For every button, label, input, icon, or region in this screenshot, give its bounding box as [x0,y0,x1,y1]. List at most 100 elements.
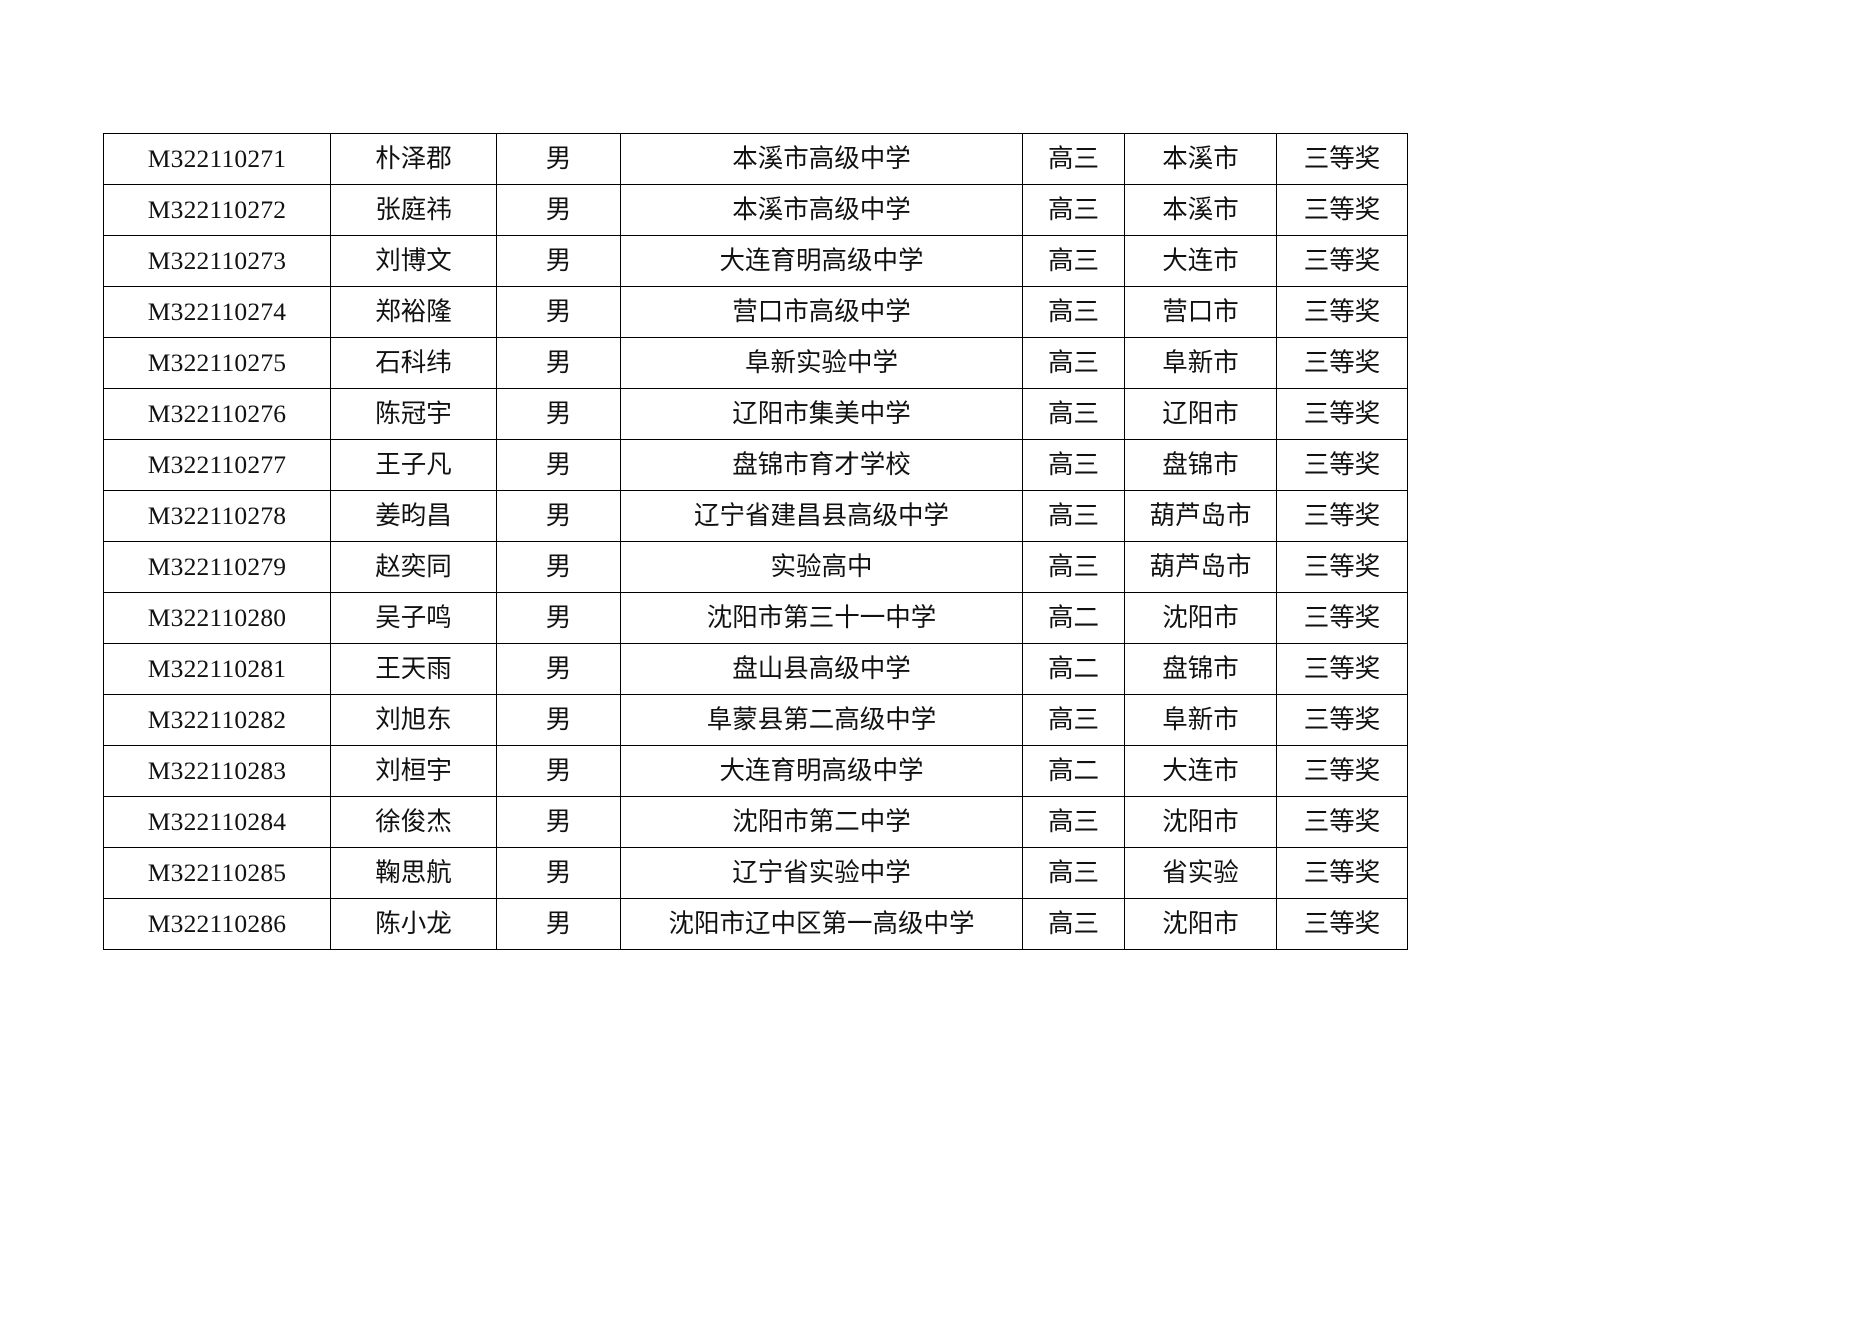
cell-student-name: 陈冠宇 [330,388,497,440]
cell-city: 阜新市 [1124,694,1277,746]
cell-gender: 男 [496,388,621,440]
cell-exam-id: M322110276 [103,388,331,440]
cell-grade: 高三 [1022,286,1125,338]
cell-exam-id: M322110273 [103,235,331,287]
cell-award: 三等奖 [1276,439,1408,491]
cell-award: 三等奖 [1276,337,1408,389]
cell-gender: 男 [496,796,621,848]
cell-exam-id: M322110286 [103,898,331,950]
cell-exam-id: M322110285 [103,847,331,899]
table-row: M322110278 姜昀昌男辽宁省建昌县高级中学 高三 葫芦岛市 三等奖 [103,490,1408,542]
cell-student-name: 石科纬 [330,337,497,389]
cell-gender: 男 [496,592,621,644]
cell-award: 三等奖 [1276,643,1408,695]
cell-school: 营口市高级中学 [620,286,1023,338]
table-row: M322110277 王子凡男盘锦市育才学校 高三 盘锦市 三等奖 [103,439,1408,491]
cell-award: 三等奖 [1276,133,1408,185]
table-row: M322110286 陈小龙男沈阳市辽中区第一高级中学 高三 沈阳市 三等奖 [103,898,1408,950]
cell-award: 三等奖 [1276,490,1408,542]
cell-gender: 男 [496,643,621,695]
cell-city: 大连市 [1124,235,1277,287]
cell-exam-id: M322110275 [103,337,331,389]
cell-city: 葫芦岛市 [1124,490,1277,542]
cell-student-name: 郑裕隆 [330,286,497,338]
cell-school: 大连育明高级中学 [620,745,1023,797]
cell-grade: 高三 [1022,184,1125,236]
table-row: M322110282 刘旭东男阜蒙县第二高级中学 高三 阜新市 三等奖 [103,694,1408,746]
cell-city: 沈阳市 [1124,796,1277,848]
cell-exam-id: M322110280 [103,592,331,644]
cell-gender: 男 [496,439,621,491]
cell-city: 大连市 [1124,745,1277,797]
table-row: M322110276 陈冠宇男辽阳市集美中学 高三 辽阳市 三等奖 [103,388,1408,440]
cell-school: 沈阳市辽中区第一高级中学 [620,898,1023,950]
cell-exam-id: M322110278 [103,490,331,542]
cell-student-name: 刘旭东 [330,694,497,746]
cell-school: 大连育明高级中学 [620,235,1023,287]
cell-gender: 男 [496,337,621,389]
cell-exam-id: M322110272 [103,184,331,236]
table-row: M322110283 刘桓宇男大连育明高级中学 高二 大连市 三等奖 [103,745,1408,797]
cell-city: 盘锦市 [1124,643,1277,695]
cell-award: 三等奖 [1276,796,1408,848]
cell-city: 阜新市 [1124,337,1277,389]
cell-award: 三等奖 [1276,847,1408,899]
cell-student-name: 姜昀昌 [330,490,497,542]
cell-award: 三等奖 [1276,286,1408,338]
cell-school: 盘山县高级中学 [620,643,1023,695]
cell-gender: 男 [496,490,621,542]
cell-grade: 高二 [1022,643,1125,695]
table-row: M322110271 朴泽郡男本溪市高级中学 高三 本溪市 三等奖 [103,133,1408,185]
cell-exam-id: M322110277 [103,439,331,491]
cell-school: 辽宁省实验中学 [620,847,1023,899]
cell-grade: 高三 [1022,796,1125,848]
cell-city: 沈阳市 [1124,592,1277,644]
cell-city: 本溪市 [1124,184,1277,236]
cell-gender: 男 [496,235,621,287]
cell-city: 沈阳市 [1124,898,1277,950]
table-row: M322110275 石科纬男阜新实验中学 高三 阜新市 三等奖 [103,337,1408,389]
table-row: M322110284 徐俊杰男沈阳市第二中学 高三 沈阳市 三等奖 [103,796,1408,848]
cell-school: 实验高中 [620,541,1023,593]
cell-gender: 男 [496,898,621,950]
cell-student-name: 刘桓宇 [330,745,497,797]
table-row: M322110273 刘博文男大连育明高级中学 高三 大连市 三等奖 [103,235,1408,287]
table-row: M322110281 王天雨男盘山县高级中学 高二 盘锦市 三等奖 [103,643,1408,695]
cell-award: 三等奖 [1276,184,1408,236]
cell-school: 阜蒙县第二高级中学 [620,694,1023,746]
cell-city: 辽阳市 [1124,388,1277,440]
cell-school: 沈阳市第二中学 [620,796,1023,848]
cell-city: 盘锦市 [1124,439,1277,491]
cell-grade: 高三 [1022,847,1125,899]
cell-gender: 男 [496,745,621,797]
cell-school: 盘锦市育才学校 [620,439,1023,491]
cell-student-name: 王天雨 [330,643,497,695]
cell-gender: 男 [496,694,621,746]
cell-exam-id: M322110284 [103,796,331,848]
cell-school: 阜新实验中学 [620,337,1023,389]
cell-gender: 男 [496,541,621,593]
cell-gender: 男 [496,133,621,185]
cell-exam-id: M322110281 [103,643,331,695]
cell-grade: 高三 [1022,439,1125,491]
cell-gender: 男 [496,847,621,899]
award-roster-body: M322110271 朴泽郡男本溪市高级中学 高三 本溪市 三等奖 M322110272 张… [103,133,1408,950]
cell-grade: 高三 [1022,133,1125,185]
cell-city: 营口市 [1124,286,1277,338]
cell-school: 辽宁省建昌县高级中学 [620,490,1023,542]
cell-grade: 高三 [1022,694,1125,746]
cell-school: 辽阳市集美中学 [620,388,1023,440]
cell-grade: 高三 [1022,490,1125,542]
cell-award: 三等奖 [1276,235,1408,287]
cell-award: 三等奖 [1276,745,1408,797]
cell-gender: 男 [496,184,621,236]
cell-exam-id: M322110282 [103,694,331,746]
cell-award: 三等奖 [1276,541,1408,593]
cell-exam-id: M322110271 [103,133,331,185]
cell-student-name: 朴泽郡 [330,133,497,185]
cell-student-name: 王子凡 [330,439,497,491]
cell-grade: 高三 [1022,235,1125,287]
cell-exam-id: M322110279 [103,541,331,593]
cell-exam-id: M322110283 [103,745,331,797]
table-row: M322110279 赵奕同男实验高中 高三 葫芦岛市 三等奖 [103,541,1408,593]
